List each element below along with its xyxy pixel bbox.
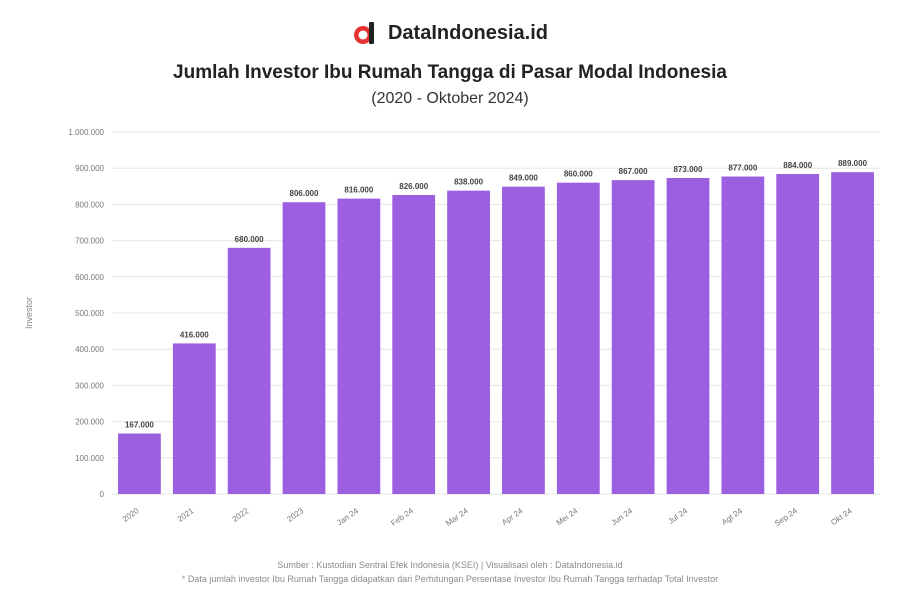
footnote: * Data jumlah investor Ibu Rumah Tangga … bbox=[181, 574, 719, 584]
data-label: 884.000 bbox=[783, 161, 812, 170]
bar bbox=[337, 198, 381, 494]
bar bbox=[611, 180, 655, 494]
y-tick-label: 100.000 bbox=[75, 454, 104, 463]
brand-header: DataIndonesia.id bbox=[0, 20, 900, 46]
data-label: 806.000 bbox=[290, 189, 319, 198]
chart-title: Jumlah Investor Ibu Rumah Tangga di Pasa… bbox=[173, 62, 727, 83]
bar bbox=[282, 202, 326, 494]
data-label: 680.000 bbox=[235, 235, 264, 244]
gridlines bbox=[112, 131, 880, 495]
x-tick-label: Jun 24 bbox=[609, 506, 634, 527]
data-label: 826.000 bbox=[399, 182, 428, 191]
bar bbox=[721, 176, 765, 494]
x-tick-label: 2020 bbox=[121, 506, 141, 524]
x-tick-label: Okt 24 bbox=[829, 506, 854, 527]
x-tick-label: Agt 24 bbox=[720, 506, 745, 527]
bar bbox=[227, 247, 271, 494]
data-label: 889.000 bbox=[838, 159, 867, 168]
y-tick-label: 1.000.000 bbox=[68, 128, 104, 137]
bars bbox=[118, 172, 874, 495]
bar bbox=[172, 343, 216, 494]
y-tick-label: 600.000 bbox=[75, 273, 104, 282]
bar bbox=[502, 186, 545, 495]
bar bbox=[118, 433, 161, 494]
data-labels: 167.000 416.000 680.000 806.000 816.000 826.0… bbox=[125, 159, 868, 429]
y-tick-label: 900.000 bbox=[75, 164, 104, 173]
y-tick-label: 500.000 bbox=[75, 309, 104, 318]
bar bbox=[556, 182, 600, 494]
x-tick-label: Feb 24 bbox=[389, 506, 415, 528]
y-tick-label: 200.000 bbox=[75, 418, 104, 427]
y-tick-label: 300.000 bbox=[75, 381, 104, 390]
bar bbox=[666, 177, 710, 494]
x-tick-label: Mei 24 bbox=[555, 506, 580, 527]
data-label: 816.000 bbox=[344, 186, 373, 195]
y-tick-label: 400.000 bbox=[75, 345, 104, 354]
data-label: 873.000 bbox=[674, 165, 703, 174]
data-label: 838.000 bbox=[454, 178, 483, 187]
brand-name: DataIndonesia.id bbox=[387, 21, 549, 44]
y-tick-label: 700.000 bbox=[75, 237, 104, 246]
x-tick-label: Apr 24 bbox=[500, 506, 525, 527]
data-label: 867.000 bbox=[619, 167, 648, 176]
y-tick-label: 800.000 bbox=[75, 200, 104, 209]
data-label: 416.000 bbox=[180, 330, 209, 339]
x-tick-label: Sep 24 bbox=[773, 506, 799, 528]
data-label: 860.000 bbox=[564, 170, 593, 179]
dataindonesia-logo-icon bbox=[353, 22, 374, 44]
source-note: Sumber : Kustodian Sentral Efek Indonesi… bbox=[277, 560, 623, 570]
data-label: 877.000 bbox=[728, 164, 757, 173]
x-tick-label: 2023 bbox=[285, 506, 305, 524]
data-label: 849.000 bbox=[509, 174, 538, 183]
data-label: 167.000 bbox=[125, 421, 154, 430]
bar bbox=[776, 173, 820, 494]
bar bbox=[831, 172, 874, 494]
y-axis-label: Investor bbox=[24, 297, 34, 329]
chart-subtitle: (2020 - Oktober 2024) bbox=[371, 90, 529, 107]
bar bbox=[392, 194, 436, 494]
x-axis-ticks: 2020 2021 2022 2023 Jan 24 Feb 24 Mar 24 Apr 24… bbox=[121, 506, 854, 528]
x-tick-label: Jan 24 bbox=[335, 506, 360, 527]
y-tick-label: 0 bbox=[100, 490, 105, 499]
x-tick-label: Jul 24 bbox=[666, 506, 689, 526]
x-tick-label: Mar 24 bbox=[444, 506, 470, 528]
bar bbox=[447, 190, 490, 495]
x-tick-label: 2021 bbox=[176, 506, 196, 524]
y-axis-ticks: 0 100.000 200.000 300.000 400.000 500.000 600.… bbox=[68, 128, 104, 499]
x-tick-label: 2022 bbox=[231, 506, 251, 524]
